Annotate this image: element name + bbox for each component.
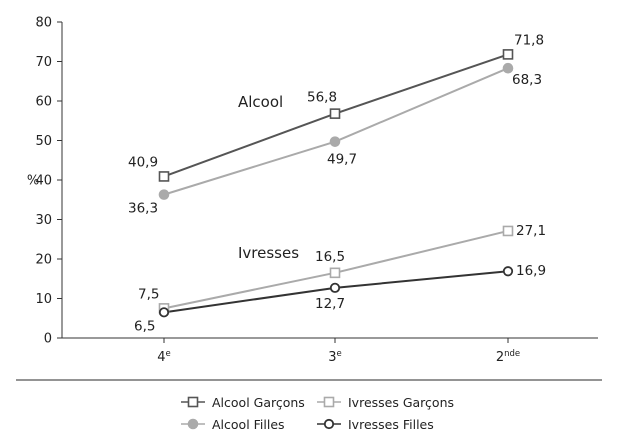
x-tick-label: 4e [157,349,171,365]
legend-label: Alcool Garçons [212,395,305,410]
axes: 0 10 20 30 40 50 60 70 80 4e 3e 2nde% [16,16,602,381]
data-point [502,62,514,74]
data-labels: 40,9 56,8 71,8 36,3 49,7 68,3 7,5 16,5 27,1 6,5 12… [128,32,546,334]
annotation-ivresses: Ivresses [238,244,299,262]
data-label: 7,5 [138,286,159,302]
annotation-alcool: Alcool [238,93,283,111]
data-label: 71,8 [514,32,544,48]
x-tick-label: 3e [328,349,342,365]
data-label: 27,1 [516,223,546,239]
y-tick-label: 0 [44,332,52,347]
y-tick-label: 10 [35,292,52,307]
series-line [163,67,509,196]
data-label: 68,3 [512,72,542,88]
data-label: 36,3 [128,201,158,217]
data-point [502,266,514,277]
legend: Alcool Garçons Alcool Filles Ivresses Garç… [181,395,454,432]
series-markers [158,49,514,318]
legend-swatch-marker [323,396,335,408]
data-label: 56,8 [307,90,337,106]
data-label: 12,7 [315,296,345,312]
y-axis-label: % [27,174,39,189]
data-label: 16,5 [315,249,345,265]
y-tick-label: 60 [35,95,52,110]
legend-label: Alcool Filles [212,417,285,432]
data-point [158,307,170,318]
y-tick-label: 50 [35,134,52,149]
y-tick-label: 40 [35,174,52,189]
legend-swatch-marker [187,396,199,408]
data-point [158,171,170,182]
data-point [329,267,341,279]
legend-swatch-marker [323,418,335,430]
data-point [502,225,514,237]
y-tick-label: 20 [35,253,52,268]
legend-label: Ivresses Filles [348,417,434,432]
data-point [329,108,341,119]
y-tick-label: 30 [35,213,52,228]
data-label: 40,9 [128,154,158,170]
y-tick-label: 80 [35,16,52,31]
legend-label: Ivresses Garçons [348,395,454,410]
y-tick-label: 70 [35,55,52,70]
data-point [158,189,170,200]
data-point [329,282,341,293]
data-point [329,136,341,147]
annotations: Alcool Ivresses [238,93,299,262]
legend-swatch-marker [187,418,199,430]
x-tick-label: 2nde [496,349,520,365]
data-label: 49,7 [327,152,357,168]
data-point [502,49,514,60]
data-label: 16,9 [516,263,546,279]
data-label: 6,5 [134,318,155,334]
